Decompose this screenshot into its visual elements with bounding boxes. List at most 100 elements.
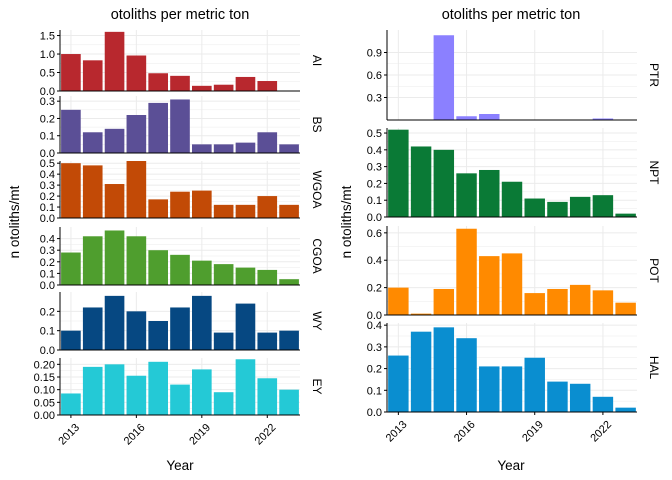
bar-wy-2023 — [279, 330, 299, 350]
bar-npt-2020 — [547, 201, 568, 217]
panels-group: 0.00.51.01.5AI0.00.10.20.3BS0.00.10.20.3… — [34, 30, 661, 448]
left-y-axis-label: n otoliths/mt — [7, 185, 22, 258]
bar-hal-2021 — [569, 383, 591, 412]
panel-wgoa: 0.00.10.20.30.40.5 WGOA — [40, 158, 324, 225]
bar-cgoa-2014 — [82, 236, 103, 285]
bar-wy-2021 — [235, 303, 256, 350]
y-tick-label: 0.2 — [367, 364, 382, 376]
bar-ey-2019 — [192, 369, 212, 415]
bar-bs-2018 — [170, 99, 190, 153]
y-tick-label: 0.15 — [34, 372, 55, 384]
bar-ai-2014 — [82, 60, 103, 91]
bar-wgoa-2022 — [257, 196, 278, 218]
bar-npt-2014 — [410, 146, 432, 217]
y-tick-label: 0.3 — [367, 93, 382, 105]
y-tick-label: 0.2 — [40, 306, 55, 318]
y-tick-label: 0.4 — [367, 320, 382, 332]
bar-hal-2020 — [547, 381, 568, 412]
x-tick-label: 2016 — [452, 419, 478, 445]
bar-bs-2022 — [257, 132, 278, 153]
bar-pot-2018 — [501, 253, 523, 315]
y-tick-label: 0.2 — [40, 113, 55, 125]
bar-ey-2014 — [82, 366, 103, 415]
bar-pot-2021 — [569, 284, 591, 315]
bar-cgoa-2016 — [126, 236, 147, 285]
y-tick-label: 0.1 — [367, 195, 382, 207]
bar-bs-2019 — [192, 144, 212, 153]
y-tick-label: 0.3 — [40, 180, 55, 192]
x-tick-label: 2013 — [56, 422, 82, 448]
bar-npt-2015 — [433, 149, 455, 217]
bar-pot-2015 — [433, 288, 455, 315]
bar-ey-2021 — [235, 359, 256, 415]
y-tick-label: 0.2 — [40, 191, 55, 203]
bar-wy-2016 — [126, 311, 147, 350]
bar-ai-2016 — [126, 55, 147, 91]
bar-bs-2017 — [148, 102, 168, 153]
y-tick-label: 0.4 — [40, 169, 55, 181]
bar-wgoa-2016 — [126, 161, 147, 218]
bar-pot-2017 — [479, 256, 500, 315]
y-tick-label: 0.5 — [367, 128, 382, 140]
bar-ptr-2015 — [433, 35, 455, 120]
y-tick-label: 0.1 — [40, 326, 55, 338]
bar-ai-2018 — [170, 75, 190, 91]
x-tick-label: 2013 — [384, 419, 410, 445]
panel-ey: 0.000.050.100.150.20 EY 2013 2016 2019 2022 — [34, 358, 324, 448]
bar-wgoa-2013 — [61, 163, 81, 218]
bar-hal-2022 — [592, 396, 614, 412]
facet-label-ey: EY — [310, 378, 324, 394]
bar-wgoa-2021 — [235, 204, 256, 218]
bar-wgoa-2018 — [170, 191, 190, 218]
bar-npt-2019 — [524, 198, 545, 217]
x-tick-label: 2022 — [253, 422, 279, 448]
bar-ai-2020 — [213, 84, 234, 91]
left-chart-title: otoliths per metric ton — [111, 7, 250, 23]
y-tick-label: 0.6 — [367, 228, 382, 240]
bar-pot-2023 — [615, 302, 636, 315]
y-tick-label: 0.4 — [367, 145, 382, 157]
panel-wy: 0.0 0.1 0.2 WY — [40, 292, 324, 357]
bar-ai-2013 — [61, 54, 81, 91]
bar-ai-2021 — [235, 76, 256, 91]
bar-pot-2014 — [410, 313, 432, 315]
bar-ptr-2022 — [592, 118, 614, 120]
facet-label-cgoa: CGOA — [310, 238, 324, 273]
y-tick-label: 0.0 — [40, 148, 55, 160]
y-tick-label: 0.1 — [40, 268, 55, 280]
panel-ai: 0.0 0.5 1.0 1.5 AI — [40, 30, 324, 98]
bar-wgoa-2020 — [213, 204, 234, 218]
bar-ai-2022 — [257, 81, 278, 91]
bar-cgoa-2017 — [148, 250, 168, 285]
y-tick-label: 0.5 — [40, 68, 55, 80]
bar-ptr-2017 — [479, 114, 500, 120]
bar-bs-2023 — [279, 144, 299, 153]
bar-wgoa-2023 — [279, 204, 299, 218]
y-tick-label: 1.5 — [40, 31, 55, 43]
y-tick-label: 0.2 — [40, 257, 55, 269]
panel-pot: 0.0 0.2 0.4 0.6 POT — [367, 226, 661, 322]
bar-ey-2020 — [213, 392, 234, 415]
y-tick-label: 0.3 — [367, 162, 382, 174]
bar-wy-2014 — [82, 307, 103, 350]
bar-ai-2017 — [148, 73, 168, 91]
panel-bs: 0.0 0.1 0.2 0.3 BS — [40, 96, 324, 160]
bar-npt-2023 — [615, 213, 636, 217]
bar-bs-2014 — [82, 132, 103, 153]
right-y-axis-label: n otoliths/mt — [339, 185, 354, 258]
bar-hal-2014 — [410, 331, 432, 412]
y-tick-label: 0.10 — [34, 385, 55, 397]
facet-label-npt: NPT — [647, 161, 661, 186]
right-x-axis-label: Year — [497, 458, 525, 473]
bar-cgoa-2019 — [192, 260, 212, 285]
bar-pot-2013 — [388, 287, 409, 315]
bar-npt-2016 — [456, 173, 477, 217]
y-tick-label: 0.6 — [367, 70, 382, 82]
bar-bs-2016 — [126, 115, 147, 153]
bar-npt-2021 — [569, 196, 591, 217]
bar-pot-2022 — [592, 290, 614, 315]
panel-npt: 0.0 0.1 0.2 0.3 0.4 0.5 NPT — [367, 128, 661, 224]
bar-npt-2018 — [501, 181, 523, 217]
right-chart-title: otoliths per metric ton — [442, 7, 581, 23]
